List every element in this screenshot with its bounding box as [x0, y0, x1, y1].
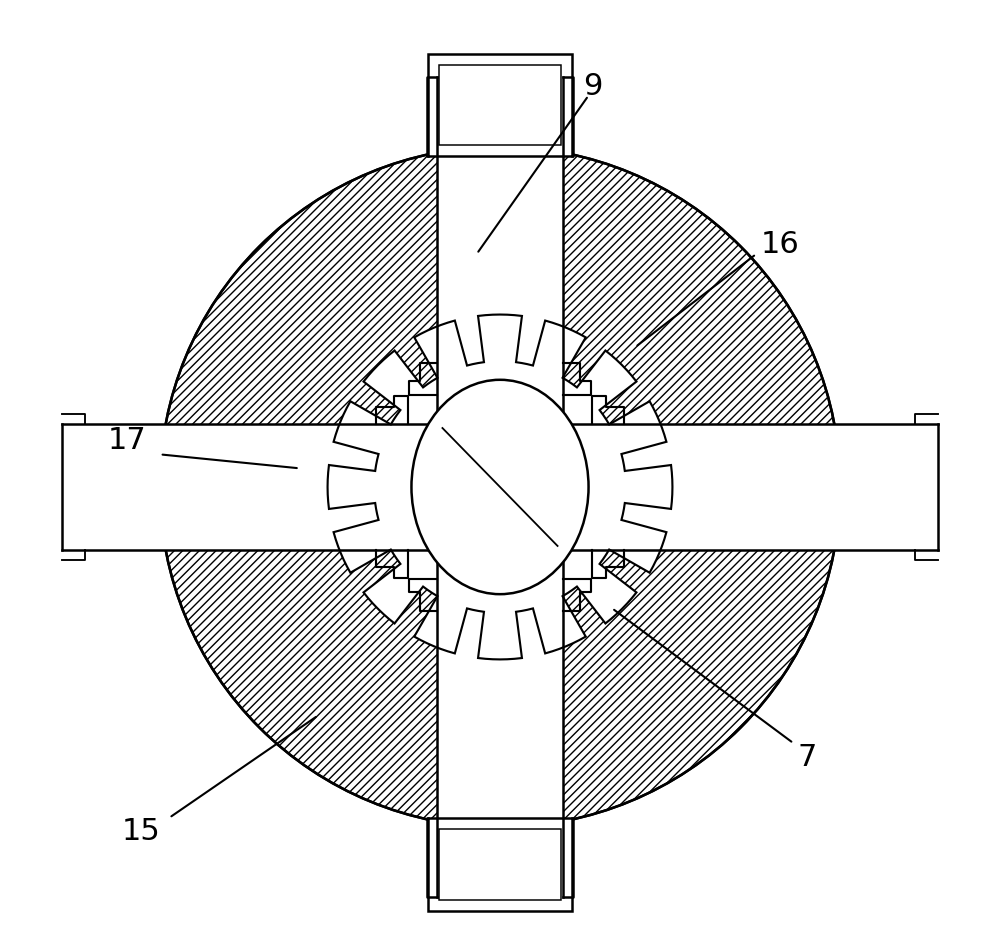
Bar	[439, 64, 561, 145]
Polygon shape	[328, 314, 672, 659]
Bar	[428, 818, 572, 911]
Text: 7: 7	[798, 743, 817, 772]
Text: 16: 16	[760, 230, 799, 259]
Circle shape	[160, 147, 840, 827]
Ellipse shape	[411, 379, 589, 594]
Text: 9: 9	[584, 72, 603, 100]
Text: 15: 15	[122, 817, 161, 847]
Polygon shape	[62, 77, 938, 897]
Bar	[439, 829, 561, 900]
Bar	[428, 54, 572, 156]
Bar	[428, 818, 572, 911]
Bar	[428, 54, 572, 156]
Text: 17: 17	[108, 426, 147, 455]
